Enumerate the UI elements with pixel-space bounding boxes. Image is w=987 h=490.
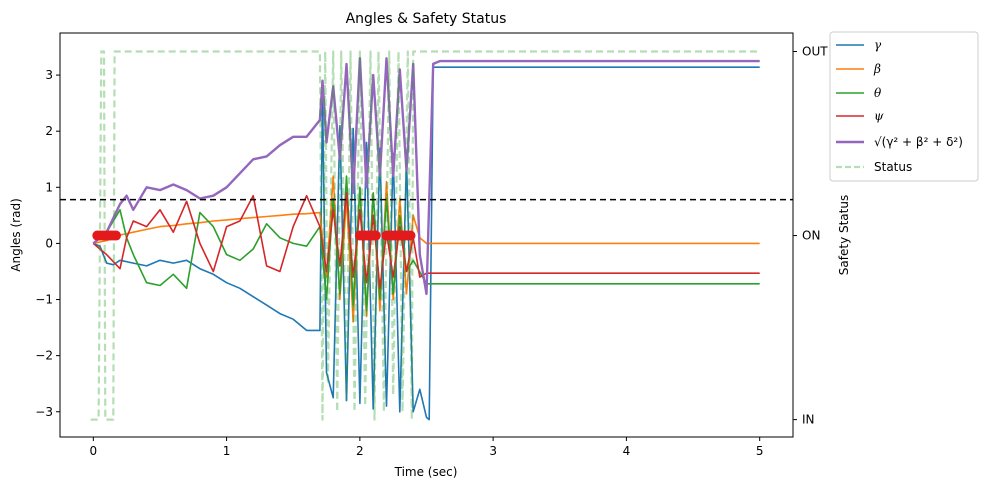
legend-label-4: √(γ² + β² + δ²) — [874, 135, 963, 149]
legend-box — [829, 31, 979, 182]
y-tick-label: −1 — [35, 293, 53, 307]
safety-marker — [110, 230, 121, 241]
safety-marker — [405, 230, 416, 241]
legend-label-0: γ — [874, 38, 882, 52]
y-right-tick-label: OUT — [802, 45, 828, 59]
y-tick-label: 0 — [45, 236, 53, 250]
x-axis: 0 1 2 3 4 5 — [89, 437, 764, 458]
plot-area — [59, 32, 794, 438]
y-tick-label: 1 — [45, 180, 53, 194]
plot-frame — [59, 32, 794, 438]
y-tick-label: −3 — [35, 405, 53, 419]
y-right-tick-label: ON — [802, 229, 820, 243]
x-tick-label: 1 — [223, 444, 231, 458]
series-line-3 — [92, 192, 760, 290]
x-tick-label: 4 — [623, 444, 631, 458]
chart-title: Angles & Safety Status — [346, 11, 507, 27]
y-axis: −3 −2 −1 0 1 2 3 — [35, 68, 60, 419]
series-line-4 — [92, 57, 760, 296]
marker-layer — [92, 230, 416, 241]
y-axis-right: IN ON OUT — [793, 45, 828, 427]
x-tick-label: 5 — [756, 444, 764, 458]
y-tick-label: 3 — [45, 68, 53, 82]
x-axis-label: Time (sec) — [394, 465, 458, 479]
x-tick-label: 2 — [356, 444, 364, 458]
y-right-tick-label: IN — [802, 413, 815, 427]
series-line-2 — [92, 175, 760, 312]
y-tick-label: −2 — [35, 349, 53, 363]
series-line-0 — [92, 66, 760, 421]
legend-label-1: β — [873, 62, 881, 76]
legend-label-2: θ — [874, 86, 882, 100]
x-tick-label: 3 — [489, 444, 497, 458]
legend-label-5: Status — [874, 160, 912, 174]
safety-marker — [370, 230, 381, 241]
y-axis-label: Angles (rad) — [9, 198, 23, 271]
legend-label-3: ψ — [874, 109, 884, 123]
x-tick-label: 0 — [89, 444, 97, 458]
y-axis-right-label: Safety Status — [837, 195, 851, 275]
y-tick-label: 2 — [45, 124, 53, 138]
